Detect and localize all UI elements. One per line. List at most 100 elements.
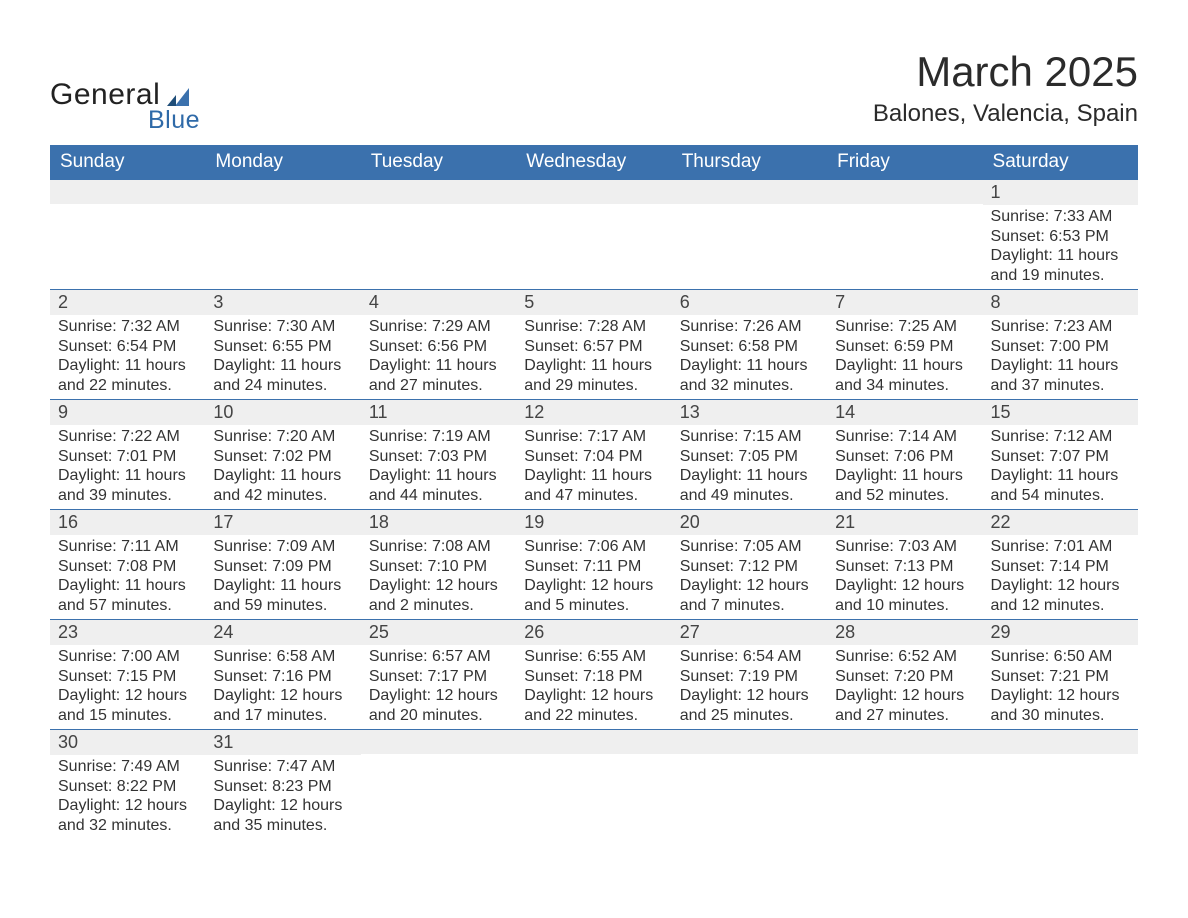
daylight-text: Daylight: 11 hours and 19 minutes. (991, 246, 1130, 285)
day-number (983, 730, 1138, 754)
day-cell: 23Sunrise: 7:00 AMSunset: 7:15 PMDayligh… (50, 620, 205, 729)
day-cell: 30Sunrise: 7:49 AMSunset: 8:22 PMDayligh… (50, 730, 205, 839)
daylight-text: Daylight: 12 hours and 22 minutes. (524, 686, 663, 725)
day-body: Sunrise: 7:00 AMSunset: 7:15 PMDaylight:… (50, 645, 205, 725)
day-body: Sunrise: 7:11 AMSunset: 7:08 PMDaylight:… (50, 535, 205, 615)
sunrise-text: Sunrise: 7:19 AM (369, 427, 508, 447)
day-body: Sunrise: 7:03 AMSunset: 7:13 PMDaylight:… (827, 535, 982, 615)
sunrise-text: Sunrise: 7:20 AM (213, 427, 352, 447)
day-number: 7 (827, 290, 982, 315)
daylight-text: Daylight: 11 hours and 59 minutes. (213, 576, 352, 615)
day-cell: 20Sunrise: 7:05 AMSunset: 7:12 PMDayligh… (672, 510, 827, 619)
sunrise-text: Sunrise: 7:25 AM (835, 317, 974, 337)
day-number (516, 180, 671, 204)
day-cell: 12Sunrise: 7:17 AMSunset: 7:04 PMDayligh… (516, 400, 671, 509)
sunrise-text: Sunrise: 7:09 AM (213, 537, 352, 557)
day-number (672, 730, 827, 754)
day-body: Sunrise: 6:50 AMSunset: 7:21 PMDaylight:… (983, 645, 1138, 725)
calendar-week: 2Sunrise: 7:32 AMSunset: 6:54 PMDaylight… (50, 290, 1138, 400)
day-number (827, 730, 982, 754)
sunset-text: Sunset: 7:15 PM (58, 667, 197, 687)
day-body: Sunrise: 7:01 AMSunset: 7:14 PMDaylight:… (983, 535, 1138, 615)
day-number: 22 (983, 510, 1138, 535)
daylight-text: Daylight: 12 hours and 32 minutes. (58, 796, 197, 835)
sunset-text: Sunset: 6:53 PM (991, 227, 1130, 247)
sunrise-text: Sunrise: 7:29 AM (369, 317, 508, 337)
day-number: 15 (983, 400, 1138, 425)
daylight-text: Daylight: 11 hours and 49 minutes. (680, 466, 819, 505)
sunset-text: Sunset: 6:57 PM (524, 337, 663, 357)
day-cell-empty (827, 730, 982, 839)
sunset-text: Sunset: 7:20 PM (835, 667, 974, 687)
day-number (50, 180, 205, 204)
day-cell-empty (672, 730, 827, 839)
daylight-text: Daylight: 11 hours and 42 minutes. (213, 466, 352, 505)
location-label: Balones, Valencia, Spain (873, 100, 1138, 128)
day-body: Sunrise: 6:58 AMSunset: 7:16 PMDaylight:… (205, 645, 360, 725)
day-body: Sunrise: 7:19 AMSunset: 7:03 PMDaylight:… (361, 425, 516, 505)
day-body: Sunrise: 7:08 AMSunset: 7:10 PMDaylight:… (361, 535, 516, 615)
sunrise-text: Sunrise: 6:55 AM (524, 647, 663, 667)
daylight-text: Daylight: 12 hours and 10 minutes. (835, 576, 974, 615)
day-number (516, 730, 671, 754)
day-body: Sunrise: 7:47 AMSunset: 8:23 PMDaylight:… (205, 755, 360, 835)
daylight-text: Daylight: 12 hours and 12 minutes. (991, 576, 1130, 615)
col-tuesday: Tuesday (361, 145, 516, 180)
day-number: 1 (983, 180, 1138, 205)
calendar: Sunday Monday Tuesday Wednesday Thursday… (50, 145, 1138, 839)
sunrise-text: Sunrise: 7:05 AM (680, 537, 819, 557)
sunset-text: Sunset: 6:58 PM (680, 337, 819, 357)
daylight-text: Daylight: 11 hours and 32 minutes. (680, 356, 819, 395)
day-number: 2 (50, 290, 205, 315)
daylight-text: Daylight: 11 hours and 44 minutes. (369, 466, 508, 505)
day-number: 11 (361, 400, 516, 425)
sunrise-text: Sunrise: 7:22 AM (58, 427, 197, 447)
day-cell: 17Sunrise: 7:09 AMSunset: 7:09 PMDayligh… (205, 510, 360, 619)
sunrise-text: Sunrise: 6:50 AM (991, 647, 1130, 667)
logo-triangle-icon (163, 86, 189, 106)
day-cell-empty (983, 730, 1138, 839)
sunset-text: Sunset: 6:54 PM (58, 337, 197, 357)
day-body: Sunrise: 6:54 AMSunset: 7:19 PMDaylight:… (672, 645, 827, 725)
sunset-text: Sunset: 8:22 PM (58, 777, 197, 797)
day-body: Sunrise: 7:28 AMSunset: 6:57 PMDaylight:… (516, 315, 671, 395)
day-number: 25 (361, 620, 516, 645)
day-cell: 27Sunrise: 6:54 AMSunset: 7:19 PMDayligh… (672, 620, 827, 729)
day-number: 23 (50, 620, 205, 645)
sunset-text: Sunset: 7:10 PM (369, 557, 508, 577)
daylight-text: Daylight: 11 hours and 52 minutes. (835, 466, 974, 505)
col-thursday: Thursday (672, 145, 827, 180)
day-body: Sunrise: 7:30 AMSunset: 6:55 PMDaylight:… (205, 315, 360, 395)
day-cell: 3Sunrise: 7:30 AMSunset: 6:55 PMDaylight… (205, 290, 360, 399)
day-cell: 29Sunrise: 6:50 AMSunset: 7:21 PMDayligh… (983, 620, 1138, 729)
day-number: 21 (827, 510, 982, 535)
sunset-text: Sunset: 7:16 PM (213, 667, 352, 687)
day-body: Sunrise: 7:25 AMSunset: 6:59 PMDaylight:… (827, 315, 982, 395)
logo-word-blue: Blue (148, 106, 200, 135)
day-cell: 19Sunrise: 7:06 AMSunset: 7:11 PMDayligh… (516, 510, 671, 619)
sunset-text: Sunset: 7:13 PM (835, 557, 974, 577)
sunrise-text: Sunrise: 7:15 AM (680, 427, 819, 447)
daylight-text: Daylight: 12 hours and 20 minutes. (369, 686, 508, 725)
sunrise-text: Sunrise: 7:49 AM (58, 757, 197, 777)
day-number: 14 (827, 400, 982, 425)
day-number: 28 (827, 620, 982, 645)
day-cell: 16Sunrise: 7:11 AMSunset: 7:08 PMDayligh… (50, 510, 205, 619)
sunrise-text: Sunrise: 7:11 AM (58, 537, 197, 557)
col-monday: Monday (205, 145, 360, 180)
day-cell: 2Sunrise: 7:32 AMSunset: 6:54 PMDaylight… (50, 290, 205, 399)
day-cell-empty (516, 730, 671, 839)
day-number: 27 (672, 620, 827, 645)
day-cell: 11Sunrise: 7:19 AMSunset: 7:03 PMDayligh… (361, 400, 516, 509)
day-cell-empty (516, 180, 671, 289)
sunrise-text: Sunrise: 7:26 AM (680, 317, 819, 337)
daylight-text: Daylight: 11 hours and 37 minutes. (991, 356, 1130, 395)
day-cell: 22Sunrise: 7:01 AMSunset: 7:14 PMDayligh… (983, 510, 1138, 619)
title-block: March 2025 Balones, Valencia, Spain (873, 48, 1138, 128)
day-cell: 4Sunrise: 7:29 AMSunset: 6:56 PMDaylight… (361, 290, 516, 399)
sunrise-text: Sunrise: 7:23 AM (991, 317, 1130, 337)
day-number: 17 (205, 510, 360, 535)
day-number: 26 (516, 620, 671, 645)
sunrise-text: Sunrise: 7:03 AM (835, 537, 974, 557)
daylight-text: Daylight: 11 hours and 24 minutes. (213, 356, 352, 395)
